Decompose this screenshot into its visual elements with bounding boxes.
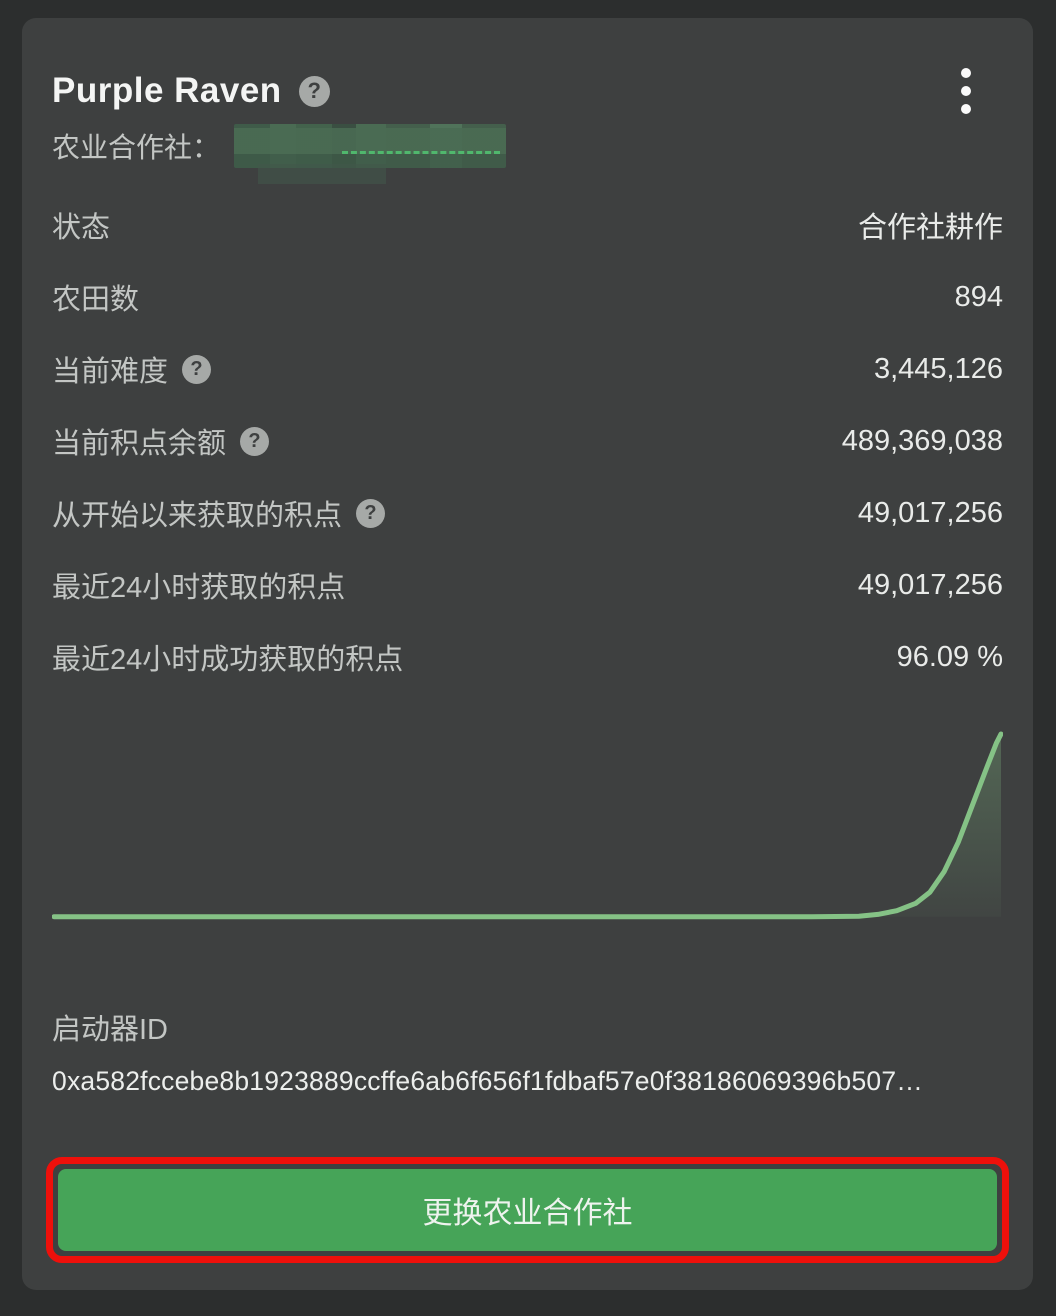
annotation-highlight-box: 更换农业合作社 bbox=[46, 1157, 1009, 1263]
help-icon[interactable]: ? bbox=[182, 354, 212, 384]
stat-row-points-24h: 最近24小时获取的积点 49,017,256 bbox=[52, 549, 1003, 621]
stat-label: 最近24小时获取的积点 bbox=[52, 572, 346, 604]
pool-name-label: 农业合作社： bbox=[52, 132, 221, 163]
pool-name-row: 农业合作社： bbox=[52, 120, 507, 184]
stat-row-points-balance: 当前积点余额 ? 489,369,038 bbox=[52, 405, 1003, 477]
pool-info-card: Purple Raven ? 农业合作社： 状态 合作社耕作 农田数 894 当… bbox=[22, 18, 1033, 1290]
points-sparkline-chart bbox=[52, 731, 1003, 920]
stat-label: 状态 bbox=[52, 212, 111, 244]
stat-value: 489,369,038 bbox=[841, 424, 1003, 457]
stat-label: 当前积点余额 bbox=[52, 428, 227, 460]
stat-label: 当前难度 bbox=[52, 356, 169, 388]
launcher-id-label: 启动器ID bbox=[52, 1014, 169, 1046]
change-pool-button[interactable]: 更换农业合作社 bbox=[58, 1169, 997, 1251]
stat-row-status: 状态 合作社耕作 bbox=[52, 189, 1003, 261]
stat-row-farm-count: 农田数 894 bbox=[52, 261, 1003, 333]
kebab-menu-icon[interactable] bbox=[951, 68, 981, 114]
pool-name-redacted bbox=[234, 124, 507, 184]
help-icon[interactable]: ? bbox=[356, 498, 386, 528]
launcher-id-value: 0xa582fccebe8b1923889ccffe6ab6f656f1fdba… bbox=[52, 1066, 923, 1096]
stat-value: 894 bbox=[954, 280, 1003, 313]
page-title: Purple Raven bbox=[52, 71, 282, 110]
stat-label: 最近24小时成功获取的积点 bbox=[52, 644, 404, 676]
stat-value: 96.09 % bbox=[896, 640, 1003, 673]
chart-line bbox=[52, 731, 1003, 920]
stats-list: 状态 合作社耕作 农田数 894 当前难度 ? 3,445,126 当前积点余额… bbox=[52, 189, 1003, 693]
help-icon[interactable]: ? bbox=[240, 426, 270, 456]
stat-value: 合作社耕作 bbox=[857, 212, 1003, 244]
stat-value: 3,445,126 bbox=[873, 352, 1003, 385]
stat-value: 49,017,256 bbox=[857, 568, 1003, 601]
stat-label: 从开始以来获取的积点 bbox=[52, 500, 343, 532]
stat-row-points-since-start: 从开始以来获取的积点 ? 49,017,256 bbox=[52, 477, 1003, 549]
stat-value: 49,017,256 bbox=[857, 496, 1003, 529]
stat-label: 农田数 bbox=[52, 284, 140, 316]
title-help-icon[interactable]: ? bbox=[298, 75, 330, 107]
stat-row-difficulty: 当前难度 ? 3,445,126 bbox=[52, 333, 1003, 405]
chart-area-fill bbox=[54, 734, 1001, 917]
card-header: Purple Raven ? bbox=[52, 64, 1003, 118]
stat-row-success-rate-24h: 最近24小时成功获取的积点 96.09 % bbox=[52, 621, 1003, 693]
